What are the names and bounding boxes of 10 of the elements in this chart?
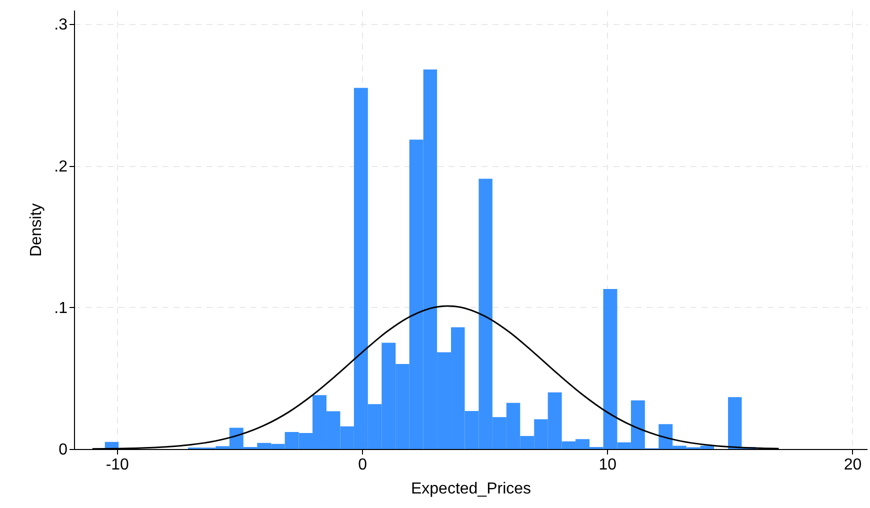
y-axis-title: Density [28, 203, 46, 257]
x-axis-title: Expected_Prices [410, 480, 532, 498]
y-tick-label: .2 [54, 158, 68, 176]
y-tick-label: 0 [58, 442, 68, 458]
x-tick-label: 10 [598, 456, 617, 474]
x-tick-label: -10 [106, 456, 130, 474]
x-tick-label: 20 [844, 456, 862, 474]
y-tick-label: .1 [54, 300, 68, 317]
y-tick-label: .3 [54, 16, 68, 34]
x-tick-label: 0 [358, 456, 368, 474]
